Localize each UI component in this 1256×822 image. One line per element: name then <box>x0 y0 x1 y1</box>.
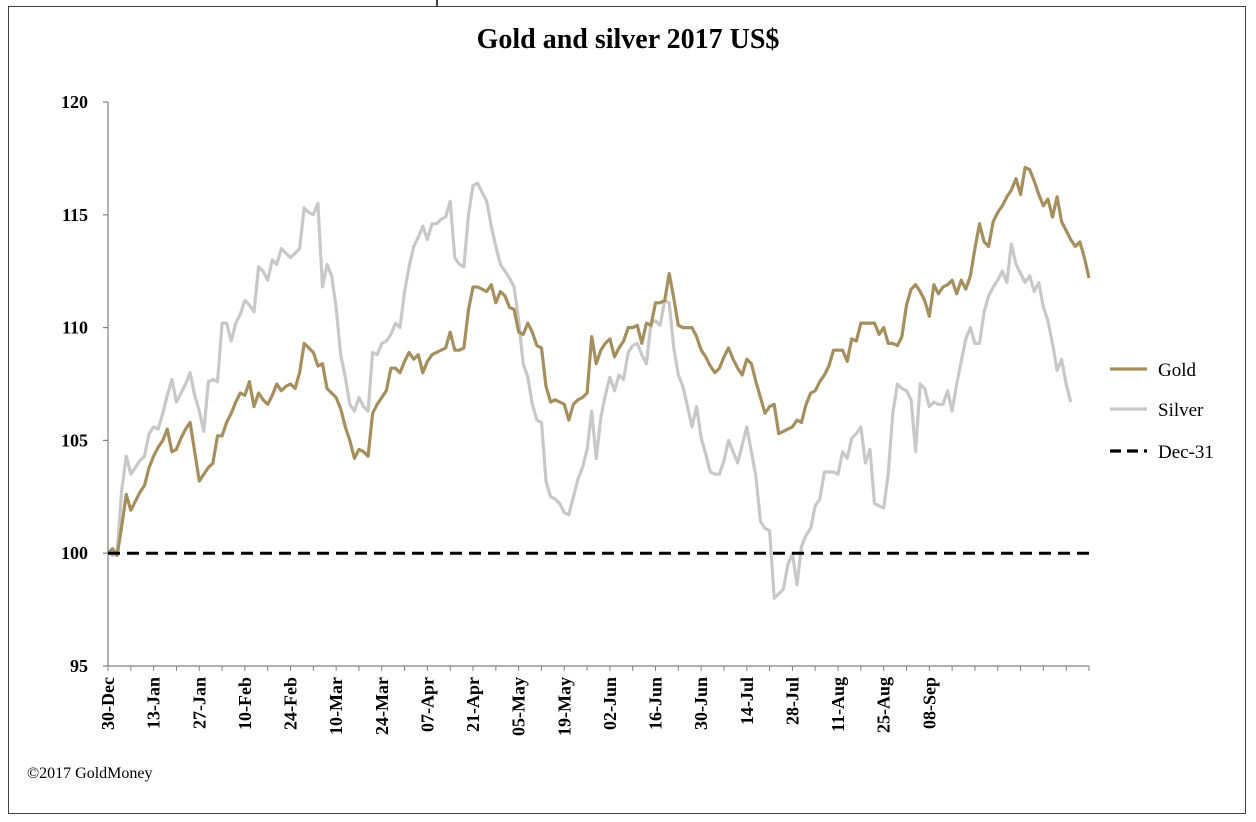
x-tick-label: 02-Jun <box>600 677 620 730</box>
legend-label: Silver <box>1158 400 1204 421</box>
plot-area <box>106 165 1091 600</box>
series-line-silver <box>107 181 1073 600</box>
x-tick-label: 13-Jan <box>144 677 164 729</box>
legend-label: Gold <box>1158 360 1197 381</box>
x-tick-label: 11-Aug <box>828 677 848 732</box>
y-tick-label: 95 <box>70 656 88 676</box>
x-tick-label: 07-Apr <box>417 677 437 732</box>
y-tick-label: 110 <box>62 318 88 338</box>
x-tick-label: 16-Jun <box>646 677 666 730</box>
x-tick-label: 21-Apr <box>463 677 483 732</box>
chart-frame <box>8 6 1246 814</box>
axes: 95 100 105 110 115 120 30-Dec 13-Jan 27-Jan 10-Fe… <box>61 92 1090 736</box>
series-line-gold <box>106 165 1091 558</box>
x-tick-label: 10-Mar <box>326 677 346 735</box>
x-tick-label: 08-Sep <box>919 677 939 729</box>
x-tick-label: 30-Dec <box>98 677 118 730</box>
copyright-text: ©2017 GoldMoney <box>27 765 152 782</box>
x-tick-label: 24-Mar <box>372 677 392 735</box>
x-tick-label: 27-Jan <box>189 677 209 729</box>
y-tick-label: 115 <box>62 205 88 225</box>
y-tick-label: 100 <box>61 543 88 563</box>
x-tick-label: 28-Jul <box>782 677 802 725</box>
x-tick-label: 10-Feb <box>235 677 255 730</box>
x-tick-label: 24-Feb <box>281 677 301 730</box>
y-tick-label: 120 <box>61 92 88 112</box>
x-tick-label: 25-Aug <box>874 677 894 733</box>
x-tick-label: 19-May <box>554 677 574 736</box>
x-tick-label: 05-May <box>509 677 529 736</box>
x-tick-label: 14-Jul <box>737 677 757 725</box>
x-tick-label: 30-Jun <box>691 677 711 730</box>
top-tick-mark <box>436 0 438 7</box>
legend-label: Dec-31 <box>1158 442 1214 463</box>
legend: Gold Silver Dec-31 <box>1110 360 1214 463</box>
chart-title: Gold and silver 2017 US$ <box>477 24 780 55</box>
y-tick-label: 105 <box>61 430 88 450</box>
